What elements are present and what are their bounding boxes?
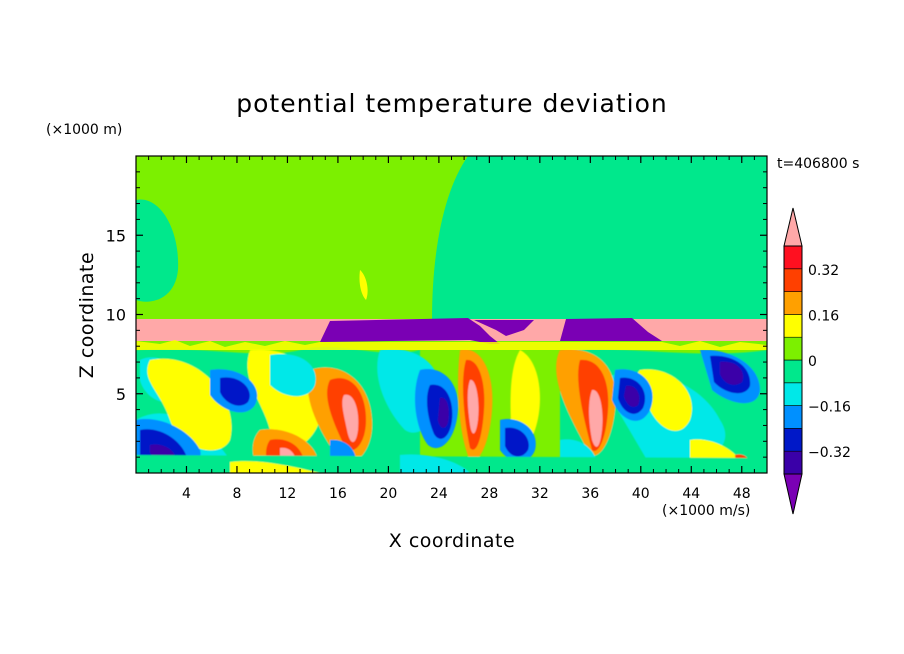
colorbar-label: −0.32 xyxy=(808,445,851,461)
colorbar-label: −0.16 xyxy=(808,400,851,416)
turbulent-eddies xyxy=(136,347,767,473)
cold-pool-mid xyxy=(474,320,534,336)
x-axis-label: X coordinate xyxy=(389,530,515,552)
colorbar-frame xyxy=(783,245,803,475)
x-tick-label: 8 xyxy=(232,486,241,502)
cold-pool-right xyxy=(560,318,662,341)
x-axis: 4 8 12 16 20 24 28 32 36 40 44 48 xyxy=(148,156,755,502)
colorbar-segment xyxy=(783,405,803,429)
x-tick-label: 12 xyxy=(279,486,297,502)
plot-area xyxy=(136,156,767,473)
region-upper-right xyxy=(432,156,767,320)
patch-upper-left xyxy=(136,199,179,302)
x-tick-label: 44 xyxy=(682,486,700,502)
x-tick-label: 4 xyxy=(182,486,191,502)
y-unit-label: (×1000 m) xyxy=(46,122,122,138)
colorbar-extend-min xyxy=(783,473,803,515)
colorbar-segment xyxy=(783,268,803,292)
colorbar-label: 0.16 xyxy=(808,308,839,324)
colorbar-segment xyxy=(783,245,803,270)
colorbar-segment xyxy=(783,450,803,475)
colorbar-segment xyxy=(783,382,803,406)
colorbar-segment xyxy=(783,336,803,361)
y-axis: 5 10 15 xyxy=(106,171,767,458)
colorbar-segment xyxy=(783,291,803,315)
patch-upper-mid xyxy=(359,270,368,300)
x-tick-label: 20 xyxy=(379,486,397,502)
cold-pool-center xyxy=(320,318,500,344)
x-unit-label: (×1000 m/s) xyxy=(662,503,750,519)
colorbar-segment xyxy=(783,359,803,384)
x-tick-label: 32 xyxy=(531,486,549,502)
colorbar-label: 0.32 xyxy=(808,263,839,279)
x-tick-label: 24 xyxy=(430,486,448,502)
x-tick-label: 16 xyxy=(329,486,347,502)
y-tick-label: 5 xyxy=(116,385,126,404)
colorbar-segment xyxy=(783,314,803,338)
colorbar-segment xyxy=(783,428,803,452)
chart-title: potential temperature deviation xyxy=(236,89,667,118)
y-axis-label: Z coordinate xyxy=(76,252,98,378)
y-tick-label: 10 xyxy=(106,306,126,325)
x-tick-label: 28 xyxy=(480,486,498,502)
colorbar: 0.32 0.16 0 −0.16 −0.32 xyxy=(783,207,851,515)
colorbar-label: 0 xyxy=(808,354,817,370)
x-tick-label: 48 xyxy=(733,486,751,502)
colorbar-extend-max xyxy=(783,207,803,247)
x-tick-label: 40 xyxy=(632,486,650,502)
x-tick-label: 36 xyxy=(581,486,599,502)
time-label: t=406800 s xyxy=(777,156,859,172)
y-tick-label: 15 xyxy=(106,226,126,245)
inversion-edge xyxy=(136,340,767,350)
